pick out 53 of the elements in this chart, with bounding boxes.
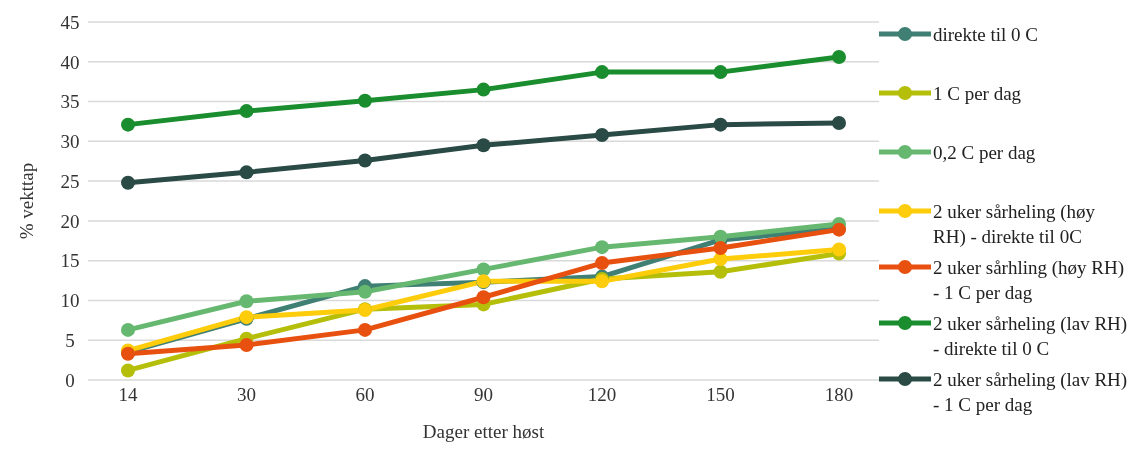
point — [239, 165, 254, 180]
point — [239, 338, 254, 352]
x-tick-label: 150 — [706, 384, 735, 406]
point — [239, 294, 254, 309]
point — [239, 104, 254, 119]
point — [713, 117, 728, 132]
x-tick-label: 14 — [118, 384, 138, 406]
point — [832, 116, 846, 131]
point — [358, 153, 372, 168]
point — [595, 256, 609, 271]
point — [476, 82, 491, 97]
point — [832, 242, 846, 257]
point — [832, 50, 846, 64]
y-axis-title: % vekttap — [15, 162, 37, 240]
point — [358, 284, 372, 299]
legend-label: direkte til 0 C — [933, 23, 1039, 47]
point — [476, 138, 491, 153]
x-tick-label: 90 — [474, 384, 493, 406]
y-tick-label: 40 — [60, 51, 80, 73]
x-tick-label: 60 — [355, 384, 375, 406]
legend-label: 2 uker sårheling (høy RH) - direkte til 0C — [933, 200, 1096, 249]
y-tick-label: 15 — [60, 250, 80, 272]
point — [358, 93, 372, 108]
y-tick-label: 35 — [60, 91, 80, 113]
x-tick-label: 120 — [587, 384, 617, 406]
point — [476, 262, 491, 277]
legend-label: 0,2 C per dag — [933, 141, 1036, 165]
point — [121, 363, 135, 378]
point — [358, 322, 372, 337]
point — [713, 65, 728, 80]
point — [595, 127, 609, 142]
legend-label: 2 uker sårheling (lav RH) - 1 C per dag — [933, 368, 1129, 417]
y-tick-label: 30 — [60, 131, 80, 153]
legend-label: 2 uker sårhling (høy RH) - 1 C per dag — [933, 256, 1126, 305]
point — [476, 290, 491, 305]
point — [595, 65, 609, 80]
y-tick-label: 45 — [60, 11, 80, 33]
point — [121, 322, 135, 337]
legend-label: 1 C per dag — [933, 82, 1022, 106]
legend-label: 2 uker sårheling (lav RH) - direkte til 0 C — [933, 312, 1129, 361]
x-tick-label: 30 — [237, 384, 256, 406]
x-tick-label: 180 — [824, 384, 854, 406]
point — [121, 117, 135, 132]
y-tick-label: 20 — [60, 210, 80, 232]
point — [713, 264, 728, 279]
point — [713, 240, 728, 255]
point — [121, 175, 135, 190]
y-tick-label: 10 — [60, 290, 80, 312]
y-tick-label: 5 — [65, 329, 75, 351]
x-axis-title: Dager etter høst — [422, 421, 545, 442]
y-tick-label: 25 — [60, 170, 80, 192]
point — [595, 240, 609, 255]
y-tick-label: 0 — [65, 369, 75, 391]
